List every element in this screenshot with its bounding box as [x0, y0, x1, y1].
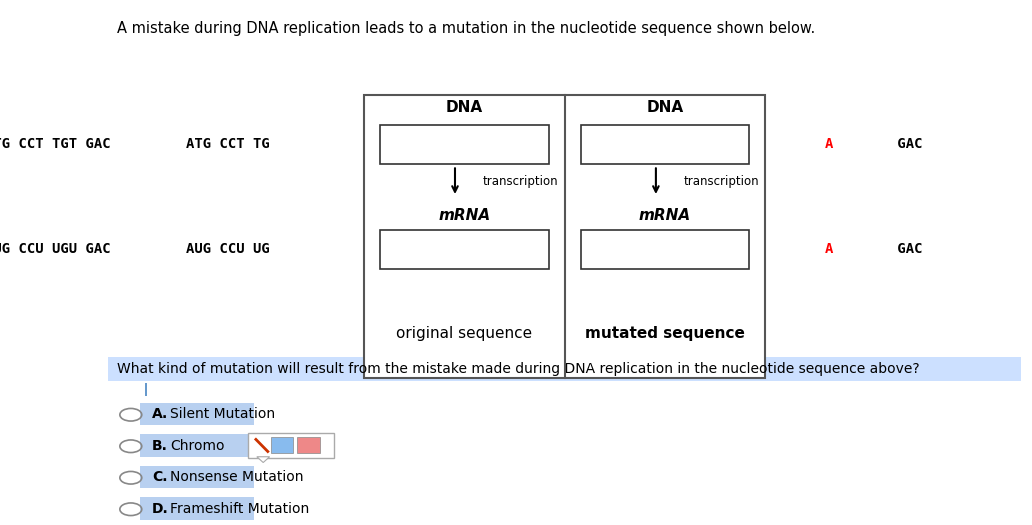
Text: ATG CCT TG: ATG CCT TG	[186, 138, 269, 151]
Text: mutated sequence: mutated sequence	[585, 326, 745, 341]
Text: GAC: GAC	[889, 243, 923, 256]
Text: GAC: GAC	[889, 138, 923, 151]
FancyBboxPatch shape	[380, 230, 549, 269]
Text: A.: A.	[152, 407, 168, 421]
FancyBboxPatch shape	[140, 434, 254, 457]
Text: mRNA: mRNA	[438, 208, 490, 223]
FancyBboxPatch shape	[581, 125, 749, 164]
Text: DNA: DNA	[646, 100, 683, 115]
FancyBboxPatch shape	[140, 466, 254, 488]
Polygon shape	[257, 457, 269, 463]
FancyBboxPatch shape	[140, 403, 254, 425]
Text: transcription: transcription	[683, 175, 759, 187]
Text: DNA: DNA	[446, 100, 483, 115]
Text: B.: B.	[152, 439, 167, 453]
Text: What kind of mutation will result from the mistake made during DNA replication i: What kind of mutation will result from t…	[117, 362, 920, 376]
FancyBboxPatch shape	[380, 125, 549, 164]
Text: original sequence: original sequence	[396, 326, 533, 341]
Text: Chromo: Chromo	[170, 439, 225, 453]
Text: ATG CCT TGT GAC: ATG CCT TGT GAC	[0, 138, 110, 151]
Text: A: A	[825, 243, 833, 256]
FancyBboxPatch shape	[140, 497, 254, 520]
Text: AUG CCU UGU GAC: AUG CCU UGU GAC	[0, 243, 110, 256]
FancyBboxPatch shape	[297, 437, 320, 453]
FancyBboxPatch shape	[108, 357, 1022, 381]
FancyBboxPatch shape	[144, 383, 148, 396]
Text: C.: C.	[152, 470, 167, 484]
Text: D.: D.	[152, 502, 168, 516]
FancyBboxPatch shape	[270, 437, 293, 453]
Text: AUG CCU UG: AUG CCU UG	[186, 243, 269, 256]
Text: A mistake during DNA replication leads to a mutation in the nucleotide sequence : A mistake during DNA replication leads t…	[117, 21, 815, 36]
FancyBboxPatch shape	[363, 94, 766, 378]
Text: A: A	[825, 138, 833, 151]
Text: transcription: transcription	[482, 175, 558, 187]
FancyBboxPatch shape	[581, 230, 749, 269]
FancyBboxPatch shape	[248, 433, 333, 458]
Text: Silent Mutation: Silent Mutation	[170, 407, 276, 421]
Text: mRNA: mRNA	[639, 208, 691, 223]
Text: Frameshift Mutation: Frameshift Mutation	[170, 502, 310, 516]
Text: Nonsense Mutation: Nonsense Mutation	[170, 470, 303, 484]
